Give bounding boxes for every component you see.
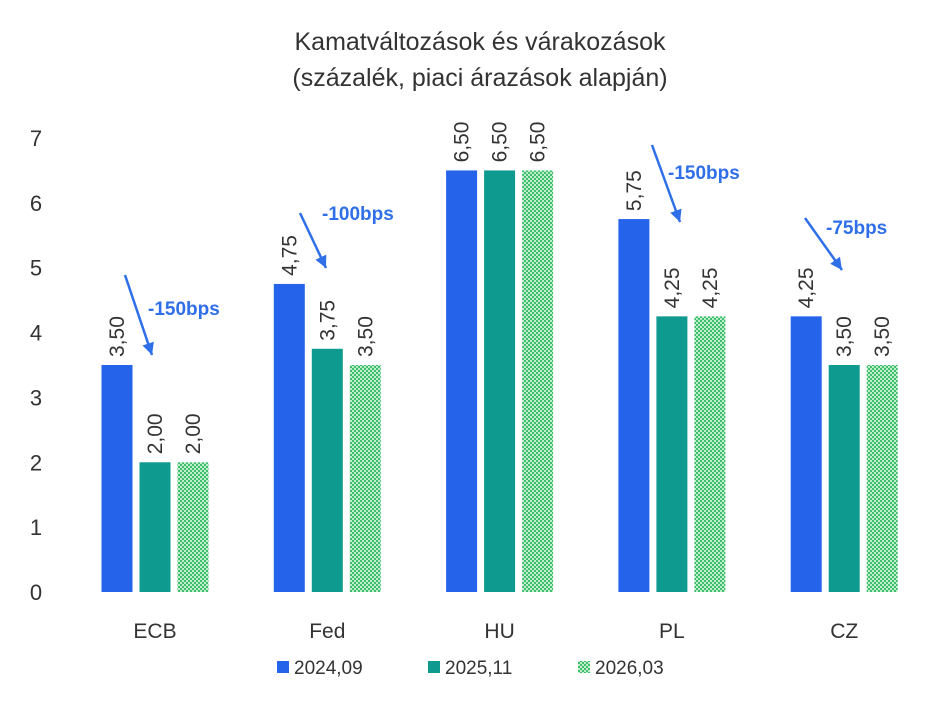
annotation-label: -75bps xyxy=(826,218,887,239)
y-tick-label: 2 xyxy=(30,450,42,475)
legend-swatch xyxy=(277,661,289,673)
legend-label: 2026,03 xyxy=(595,658,664,679)
bar xyxy=(273,283,305,592)
x-tick-label: HU xyxy=(484,620,514,643)
y-tick-label: 5 xyxy=(30,256,42,281)
data-label: 3,50 xyxy=(871,316,894,357)
bar xyxy=(656,316,688,592)
y-tick-label: 6 xyxy=(30,191,42,216)
annotation-label: -150bps xyxy=(148,299,220,320)
x-tick-label: CZ xyxy=(830,620,858,643)
data-label: 2,00 xyxy=(144,413,167,454)
y-tick-label: 4 xyxy=(30,321,42,346)
x-tick-label: PL xyxy=(659,620,685,643)
data-label: 4,75 xyxy=(278,235,301,276)
data-label: 3,50 xyxy=(354,316,377,357)
bar xyxy=(522,170,554,592)
data-label: 4,25 xyxy=(661,267,684,308)
data-label: 3,50 xyxy=(106,316,129,357)
arrow-head xyxy=(830,256,842,270)
bar xyxy=(311,348,343,592)
y-tick-label: 0 xyxy=(30,580,42,605)
data-label: 4,25 xyxy=(795,267,818,308)
data-label: 6,50 xyxy=(489,122,512,163)
arrow-head xyxy=(315,254,327,268)
bar xyxy=(446,170,478,592)
x-tick-label: Fed xyxy=(309,620,345,643)
data-label: 3,75 xyxy=(316,300,339,341)
arrow-head xyxy=(142,341,154,355)
arrow xyxy=(650,144,682,223)
x-tick-label: ECB xyxy=(133,620,176,643)
data-label: 5,75 xyxy=(623,170,646,211)
bar xyxy=(139,462,171,592)
data-label: 6,50 xyxy=(527,122,550,163)
annotations: -150bps -100bps -150bps -75bps xyxy=(123,144,887,356)
chart-title: Kamatváltozások és várakozások xyxy=(294,28,666,56)
legend: 2024,09 2025,11 2026,03 xyxy=(277,658,664,679)
y-tick-label: 3 xyxy=(30,385,42,410)
annotation-label: -150bps xyxy=(668,163,740,184)
legend-swatch xyxy=(578,661,590,673)
data-label: 6,50 xyxy=(451,122,474,163)
data-label: 2,00 xyxy=(182,413,205,454)
bars: 3,50 2,00 2,00 4,75 3,75 3,50 6,50 6,50 6,50 5,75… xyxy=(101,122,898,593)
legend-swatch xyxy=(428,661,440,673)
x-axis: ECB Fed HU PL CZ xyxy=(133,620,858,643)
arrow-head xyxy=(670,208,682,222)
annotation-label: -100bps xyxy=(322,204,394,225)
bar xyxy=(484,170,516,592)
data-label: 3,50 xyxy=(833,316,856,357)
bar xyxy=(101,365,133,592)
bar xyxy=(866,365,898,592)
arrow xyxy=(123,274,154,356)
bar xyxy=(177,462,209,592)
legend-label: 2024,09 xyxy=(294,658,363,679)
bar xyxy=(828,365,860,592)
y-axis: 0 1 2 3 4 5 6 7 xyxy=(30,126,42,605)
y-tick-label: 7 xyxy=(30,126,42,151)
chart-subtitle: (százalék, piaci árazások alapján) xyxy=(292,64,667,92)
y-tick-label: 1 xyxy=(30,515,42,540)
bar xyxy=(790,316,822,592)
bar xyxy=(618,219,650,593)
bar xyxy=(349,365,381,592)
bar xyxy=(694,316,726,592)
legend-label: 2025,11 xyxy=(445,658,512,679)
data-label: 4,25 xyxy=(699,267,722,308)
